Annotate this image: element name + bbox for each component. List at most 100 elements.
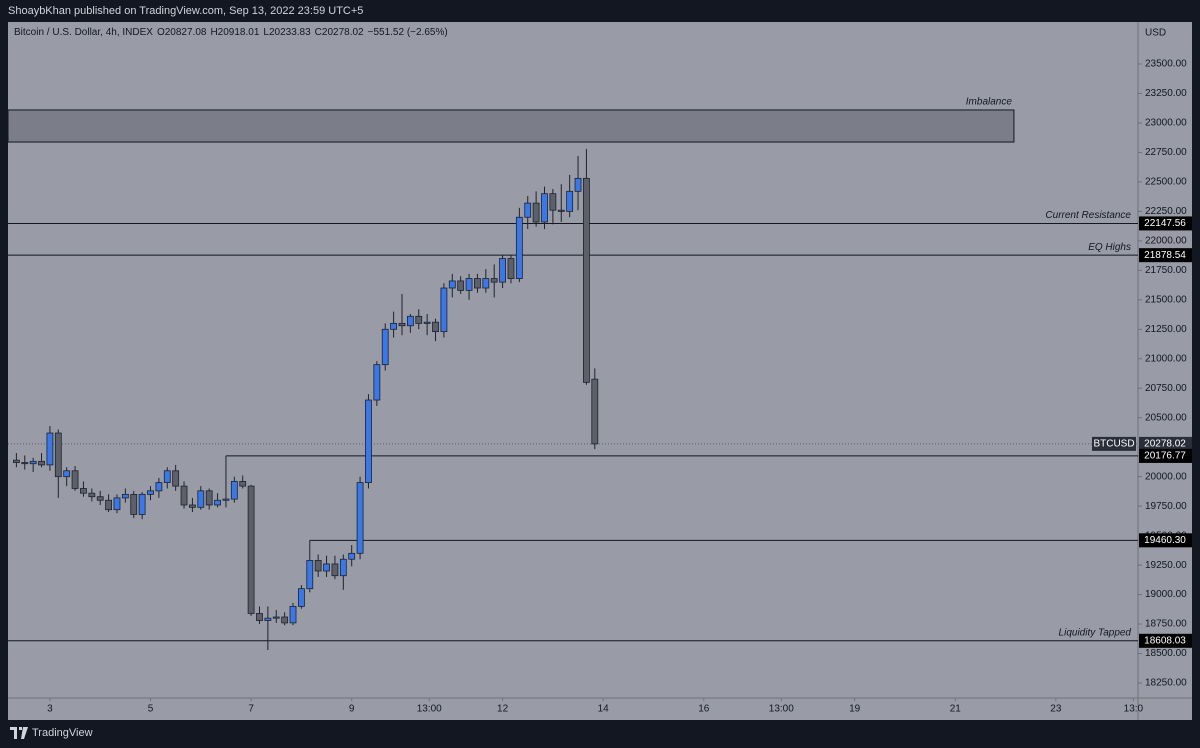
y-tick-label: 22500.00 — [1145, 177, 1187, 188]
level-tag-label: 22147.56 — [1144, 218, 1186, 229]
candle-body — [448, 280, 456, 289]
candle-body — [197, 490, 205, 508]
candle-body — [557, 209, 565, 212]
y-tick-label: 21250.00 — [1145, 324, 1187, 335]
x-tick-label: 19 — [849, 704, 861, 715]
level-tag — [1139, 533, 1192, 548]
y-tick-label: 19000.00 — [1145, 589, 1187, 600]
candle-body — [323, 563, 330, 572]
candle-body — [163, 470, 171, 483]
symbol-tag — [1092, 436, 1136, 451]
x-tick-label: 21 — [950, 704, 962, 715]
candle-body — [314, 559, 322, 572]
candle-body — [205, 490, 213, 506]
x-tick-label: 9 — [349, 704, 355, 715]
ohlc-value: −551.52 (−2.65%) — [367, 27, 448, 38]
price-tags: BTCUSD20278.0201:00:2722147.5621878.5420… — [1092, 216, 1192, 648]
x-tick-label: 14 — [598, 704, 610, 715]
x-tick-label: 13:00 — [769, 704, 794, 715]
candle-body — [21, 462, 29, 465]
candle-body — [583, 177, 590, 383]
candle-body — [566, 190, 574, 212]
ohlc-value: L20233.83 — [263, 27, 311, 38]
candle-body — [541, 193, 548, 223]
symbol-title: Bitcoin / U.S. Dollar, 4h, INDEX — [14, 27, 153, 38]
candle-body — [180, 485, 188, 506]
level-tag — [1139, 248, 1192, 263]
candle-body — [440, 287, 448, 333]
y-tick-label: 20500.00 — [1145, 412, 1187, 423]
footer: TradingView — [10, 727, 93, 739]
candle-body — [398, 322, 406, 327]
candle-body — [38, 460, 45, 466]
last-price-label: 20278.02 — [1144, 439, 1186, 450]
candles — [12, 148, 599, 651]
candle-body — [474, 278, 481, 289]
symbol-header: Bitcoin / U.S. Dollar, 4h, INDEX O20827.… — [14, 27, 448, 38]
zone-label: Imbalance — [966, 97, 1013, 108]
y-tick-label: 20750.00 — [1145, 383, 1187, 394]
zone — [7, 109, 1015, 143]
y-tick-label: 21000.00 — [1145, 353, 1187, 364]
candle-body — [130, 493, 138, 515]
candle-body — [155, 482, 163, 492]
level-tag-label: 20176.77 — [1144, 450, 1186, 461]
candle-body — [12, 459, 20, 463]
x-tick-label: 16 — [698, 704, 710, 715]
x-tick-label: 13:0 — [1124, 704, 1144, 715]
candle-body — [29, 460, 37, 465]
y-tick-label: 23000.00 — [1145, 118, 1187, 129]
x-tick-label: 13:00 — [417, 704, 442, 715]
candle-body — [465, 278, 473, 291]
candle-body — [507, 258, 515, 279]
candle-body — [54, 432, 62, 478]
candle-body — [138, 493, 146, 515]
candle-body — [63, 470, 71, 478]
y-tick-label: 19750.00 — [1145, 501, 1187, 512]
candle-body — [147, 490, 154, 495]
publisher-bar: ShoaybKhan published on TradingView.com,… — [8, 5, 364, 17]
candle-body — [222, 498, 230, 501]
y-tick-label: 18750.00 — [1145, 619, 1187, 630]
y-tick-label: 22250.00 — [1145, 206, 1187, 217]
level-tag-label: 21878.54 — [1144, 250, 1186, 261]
x-tick-label: 5 — [148, 704, 154, 715]
candle-body — [96, 496, 104, 501]
y-tick-label: 23500.00 — [1145, 59, 1187, 70]
candle-body — [574, 177, 582, 192]
candle-body — [264, 617, 272, 621]
candle-body — [281, 616, 289, 624]
candle-body — [482, 278, 490, 289]
candle-body — [113, 497, 121, 511]
candle-body — [71, 470, 79, 489]
candle-body — [339, 558, 347, 577]
candle-body — [390, 322, 398, 330]
x-tick-label: 12 — [497, 704, 509, 715]
y-tick-label: 20000.00 — [1145, 471, 1187, 482]
candle-body — [348, 552, 356, 560]
symbol-tag-label: BTCUSD — [1093, 439, 1134, 450]
candle-body — [297, 588, 305, 607]
candle-body — [239, 480, 247, 487]
x-tick-label: 7 — [248, 704, 254, 715]
level-tag — [1139, 633, 1192, 648]
candle-body — [214, 499, 221, 506]
candle-body — [549, 193, 557, 211]
candle-body — [189, 504, 196, 508]
logo-icon — [10, 727, 28, 739]
candle-body — [406, 315, 414, 327]
candle-body — [80, 488, 87, 494]
y-tick-label: 21500.00 — [1145, 294, 1187, 305]
candle-body — [306, 559, 314, 590]
level-tag — [1139, 448, 1192, 463]
level-label: Liquidity Tapped — [1059, 627, 1132, 638]
y-tick-label: 18500.00 — [1145, 648, 1187, 659]
candle-body — [381, 328, 389, 366]
candle-body — [331, 563, 339, 577]
candle-body — [415, 315, 423, 324]
x-tick-label: 23 — [1050, 704, 1062, 715]
brand: TradingView — [32, 727, 93, 739]
candle-body — [423, 321, 431, 324]
